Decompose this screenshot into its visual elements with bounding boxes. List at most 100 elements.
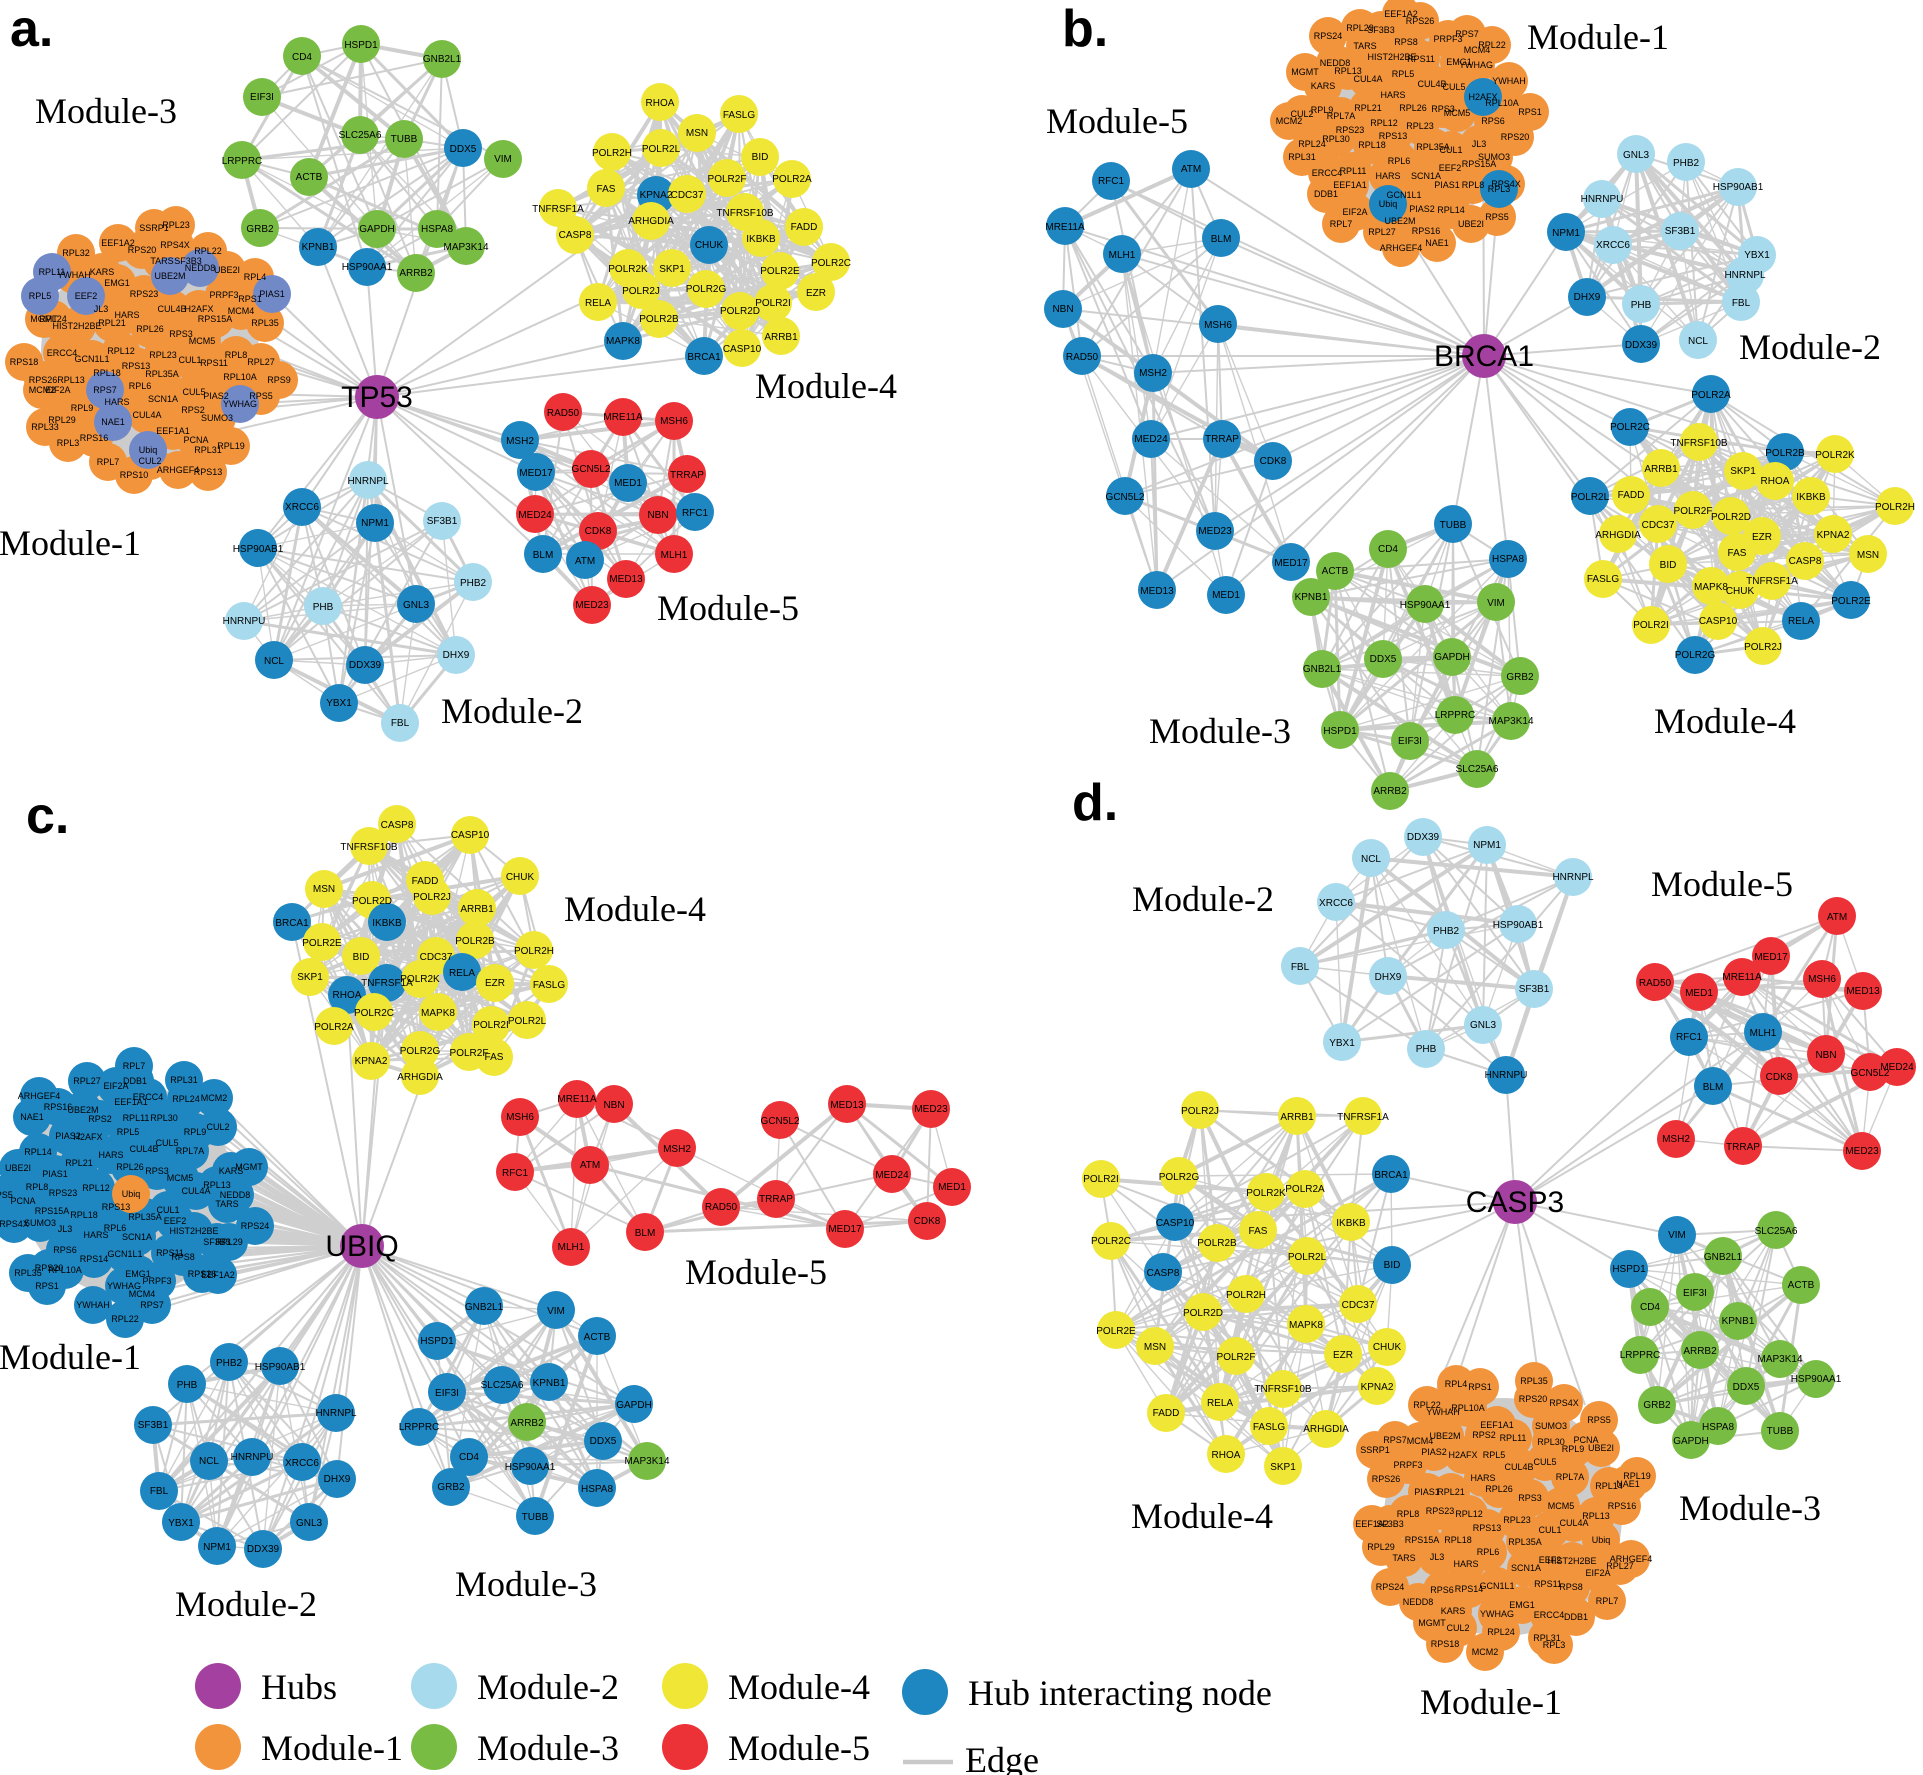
svg-text:BLM: BLM (1703, 1082, 1724, 1093)
svg-text:Module-5: Module-5 (1046, 101, 1188, 141)
svg-text:MSH6: MSH6 (506, 1112, 534, 1123)
svg-text:RPS16: RPS16 (80, 433, 109, 443)
svg-text:KPNA2: KPNA2 (1361, 1382, 1394, 1393)
svg-text:CASP8: CASP8 (1147, 1268, 1180, 1279)
svg-text:KPNB1: KPNB1 (1295, 592, 1328, 603)
svg-text:Module-2: Module-2 (1132, 879, 1274, 919)
svg-text:ARHGDIA: ARHGDIA (397, 1072, 443, 1083)
svg-text:BRCA1: BRCA1 (1434, 340, 1534, 373)
svg-text:HNRNPU: HNRNPU (1485, 1070, 1528, 1081)
svg-text:EMG1: EMG1 (125, 1269, 151, 1279)
svg-text:RAD50: RAD50 (705, 1202, 738, 1213)
svg-text:NBN: NBN (647, 510, 668, 521)
svg-text:RPL26: RPL26 (1485, 1484, 1513, 1494)
svg-text:RPS20: RPS20 (35, 1263, 64, 1273)
svg-text:SF3B1: SF3B1 (1519, 984, 1550, 995)
svg-text:EIF3I: EIF3I (435, 1388, 459, 1399)
svg-text:ARRB2: ARRB2 (1373, 786, 1407, 797)
svg-text:BID: BID (752, 152, 769, 163)
svg-text:LRPPRC: LRPPRC (399, 1422, 440, 1433)
svg-text:TRRAP: TRRAP (1205, 434, 1239, 445)
svg-text:RFC1: RFC1 (1676, 1032, 1703, 1043)
svg-text:RPS4X: RPS4X (1549, 1398, 1579, 1408)
svg-text:EEF2: EEF2 (75, 291, 98, 301)
svg-text:RPL31: RPL31 (170, 1075, 198, 1085)
svg-text:RPL9: RPL9 (184, 1127, 207, 1137)
svg-text:GRB2: GRB2 (1506, 672, 1534, 683)
svg-text:KPNB1: KPNB1 (302, 242, 335, 253)
svg-text:RPL21: RPL21 (65, 1158, 93, 1168)
svg-text:FASLG: FASLG (533, 980, 565, 991)
svg-text:EZR: EZR (1752, 532, 1772, 543)
svg-text:VIM: VIM (1487, 598, 1505, 609)
svg-text:CUL1: CUL1 (1538, 1525, 1561, 1535)
svg-text:PRPF3: PRPF3 (142, 1276, 171, 1286)
svg-text:SF3B1: SF3B1 (138, 1420, 169, 1431)
svg-text:RELA: RELA (585, 298, 611, 309)
svg-text:ARRB1: ARRB1 (460, 904, 494, 915)
svg-text:CDK8: CDK8 (585, 526, 612, 537)
svg-text:RPL24: RPL24 (1487, 1627, 1515, 1637)
svg-text:NCL: NCL (1688, 336, 1708, 347)
svg-text:SUMO3: SUMO3 (24, 1218, 56, 1228)
svg-text:POLR2J: POLR2J (1181, 1106, 1219, 1117)
svg-text:CASP8: CASP8 (1789, 556, 1822, 567)
svg-text:YBX1: YBX1 (1329, 1038, 1355, 1049)
svg-text:NAE1: NAE1 (1425, 238, 1449, 248)
svg-text:MLH1: MLH1 (1109, 250, 1136, 261)
svg-text:HARS: HARS (104, 397, 129, 407)
svg-text:Module-5: Module-5 (685, 1252, 827, 1292)
svg-text:MED13: MED13 (609, 574, 643, 585)
svg-text:FAS: FAS (485, 1052, 504, 1063)
svg-text:NCL: NCL (1361, 854, 1381, 865)
svg-text:HSP90AA1: HSP90AA1 (1791, 1374, 1842, 1385)
svg-text:EEF2: EEF2 (1539, 1555, 1562, 1565)
svg-text:CUL2: CUL2 (206, 1122, 229, 1132)
svg-text:HARS: HARS (1375, 171, 1400, 181)
svg-text:CHUK: CHUK (1373, 1342, 1402, 1353)
svg-text:JL3: JL3 (58, 1224, 73, 1234)
svg-text:POLR2H: POLR2H (592, 148, 632, 159)
svg-text:NPM1: NPM1 (1552, 228, 1580, 239)
svg-text:RELA: RELA (1207, 1398, 1233, 1409)
svg-text:FBL: FBL (150, 1486, 169, 1497)
svg-text:FASLG: FASLG (1587, 574, 1619, 585)
svg-text:UBE2I: UBE2I (1588, 1443, 1614, 1453)
svg-text:BID: BID (1384, 1260, 1401, 1271)
svg-text:Module-2: Module-2 (175, 1584, 317, 1624)
svg-text:RPL23: RPL23 (162, 220, 190, 230)
svg-text:RPL7A: RPL7A (176, 1146, 205, 1156)
svg-text:RPS13: RPS13 (102, 1202, 131, 1212)
svg-text:HNRNPU: HNRNPU (1581, 194, 1624, 205)
svg-text:RPS1: RPS1 (35, 1281, 59, 1291)
svg-text:PIAS2: PIAS2 (1421, 1447, 1447, 1457)
svg-text:RPL7: RPL7 (97, 457, 120, 467)
svg-text:EMG1: EMG1 (1509, 1600, 1535, 1610)
svg-text:MCM4: MCM4 (228, 306, 255, 316)
svg-text:Ubiq: Ubiq (139, 445, 158, 455)
svg-text:MAPK8: MAPK8 (421, 1008, 455, 1019)
svg-text:TNFRSF10B: TNFRSF10B (1670, 438, 1728, 449)
svg-text:RPL35A: RPL35A (128, 1212, 162, 1222)
svg-text:RPL35A: RPL35A (145, 369, 179, 379)
svg-text:KPNB1: KPNB1 (1722, 1316, 1755, 1327)
svg-text:MED17: MED17 (1274, 558, 1308, 569)
svg-text:TNFRSF1A: TNFRSF1A (532, 204, 584, 215)
svg-text:YBX1: YBX1 (168, 1518, 194, 1529)
svg-text:KPNA2: KPNA2 (355, 1056, 388, 1067)
svg-text:TRRAP: TRRAP (1726, 1142, 1760, 1153)
svg-text:RPL10A: RPL10A (1485, 98, 1519, 108)
svg-text:MRE11A: MRE11A (1045, 222, 1085, 233)
svg-text:PHB2: PHB2 (1433, 926, 1460, 937)
svg-text:ARHGEF4: ARHGEF4 (1380, 243, 1423, 253)
svg-text:RHOA: RHOA (1212, 1450, 1241, 1461)
svg-text:POLR2G: POLR2G (1159, 1172, 1200, 1183)
svg-text:UBE2M: UBE2M (154, 271, 185, 281)
svg-text:GRB2: GRB2 (1643, 1400, 1671, 1411)
svg-text:MED1: MED1 (938, 1182, 966, 1193)
svg-text:RPL7: RPL7 (1330, 219, 1353, 229)
svg-text:MSH6: MSH6 (660, 416, 688, 427)
svg-text:EZR: EZR (806, 288, 826, 299)
svg-text:MAP3K14: MAP3K14 (1488, 716, 1533, 727)
svg-text:HNRNPL: HNRNPL (1552, 872, 1594, 883)
